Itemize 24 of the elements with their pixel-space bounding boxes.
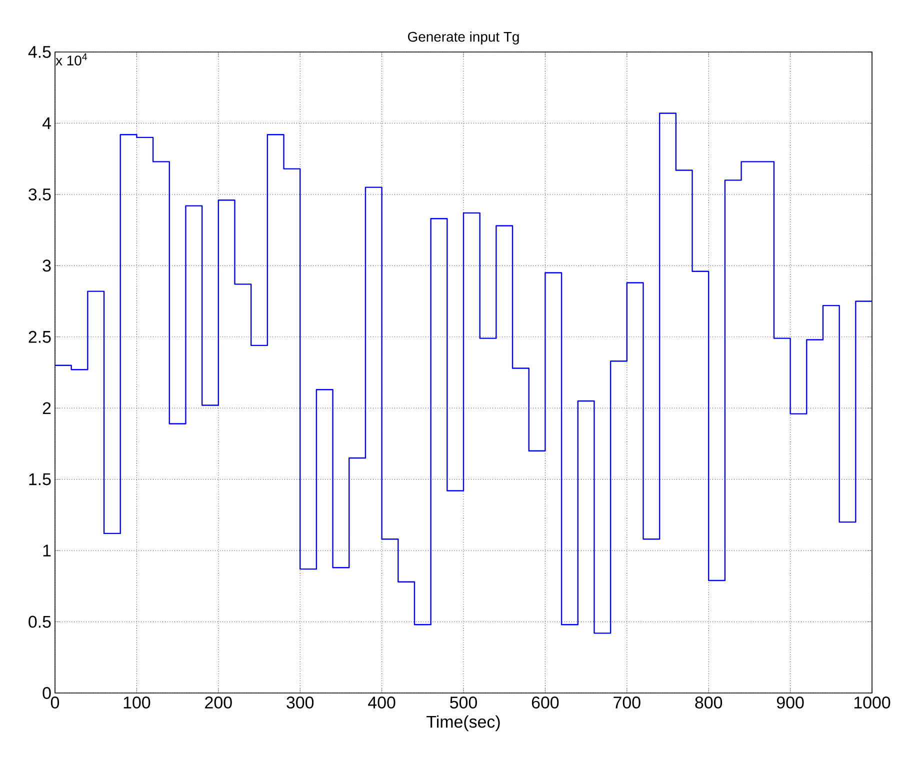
x-tick-label: 900 [776, 696, 804, 709]
x-tick-label: 400 [368, 696, 396, 709]
x-tick-label: 100 [124, 696, 150, 709]
chart-title: Generate input Tg [408, 31, 519, 44]
y-tick-label: 3.5 [28, 188, 51, 200]
x-axis-title: Time(sec) [426, 715, 500, 732]
annotation: x 10$^{4}$ [56, 53, 88, 66]
x-tick-label: 800 [695, 696, 722, 709]
y-tick-label: 1.5 [29, 473, 51, 486]
x-tick-label: 1000 [854, 696, 890, 709]
x-tick-label: 300 [286, 696, 314, 709]
y-tick-label: 1 [43, 544, 51, 556]
y-tick-label: 2.5 [28, 330, 51, 343]
x-tick-label: 600 [532, 696, 559, 709]
y-tick-label: 4 [42, 117, 51, 130]
x-tick-label: 700 [614, 696, 640, 709]
x-tick-label: 0 [50, 696, 60, 709]
y-tick-label: 4.5 [28, 46, 51, 58]
y-tick-label: 0 [42, 687, 51, 699]
y-tick-label: 2 [42, 402, 51, 414]
y-tick-label: 0.5 [28, 616, 51, 628]
x-tick-label: 500 [450, 696, 477, 709]
x-tick-label: 200 [205, 696, 232, 709]
y-tick-label: 3 [42, 260, 51, 272]
